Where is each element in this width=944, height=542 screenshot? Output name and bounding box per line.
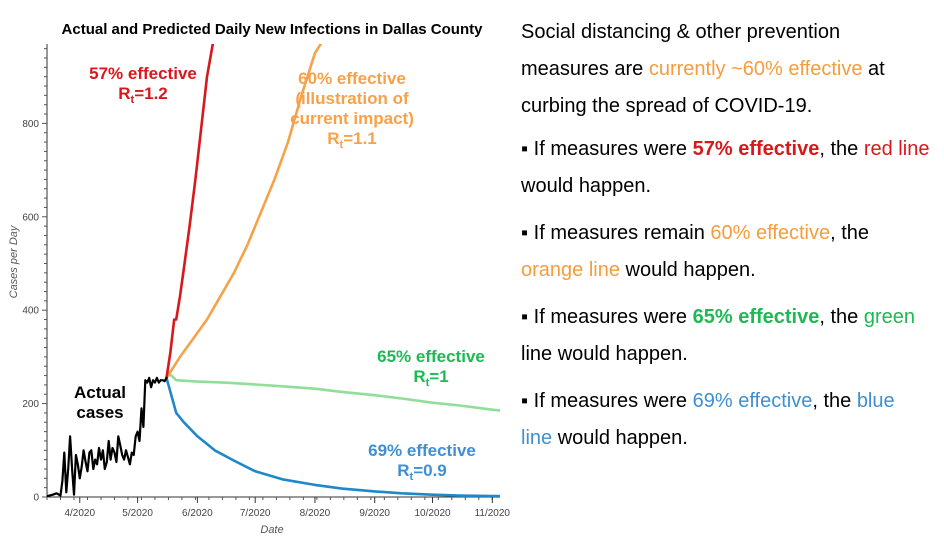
annotation-rt: Rt=1.2 bbox=[118, 84, 168, 106]
bullet-line: blue line bbox=[521, 390, 895, 449]
annotation-text: cases bbox=[76, 403, 123, 422]
rt-symbol: R bbox=[397, 461, 409, 480]
rt-subscript: t bbox=[340, 139, 344, 151]
y-axis-label: Cases per Day bbox=[8, 224, 20, 298]
bullet-post: would happen. bbox=[521, 175, 652, 197]
bullet-post: line would happen. bbox=[521, 343, 688, 365]
bullet-pct: 65% effective bbox=[692, 306, 820, 328]
bullet-pct: 69% effective bbox=[692, 390, 813, 412]
x-tick-label: 7/2020 bbox=[240, 508, 271, 519]
x-axis-label: Date bbox=[260, 524, 283, 536]
explanation-panel: Social distancing & other prevention mea… bbox=[521, 14, 931, 467]
bullet-mid: , the bbox=[819, 306, 864, 328]
x-tick-label: 11/2020 bbox=[475, 508, 510, 519]
annotation-rt: Rt=0.9 bbox=[397, 461, 447, 483]
bullet-pct: 60% effective bbox=[710, 222, 831, 244]
bullet-orange: ▪ If measures remain 60% effective, the … bbox=[521, 215, 931, 289]
annotation-text: (illustration of bbox=[295, 89, 409, 108]
y-tick-label: 800 bbox=[22, 119, 39, 130]
bullet-post: would happen. bbox=[619, 259, 756, 281]
bullet-mid: , the bbox=[830, 222, 870, 244]
bullet-post: would happen. bbox=[552, 427, 688, 449]
annotation-text: current impact) bbox=[290, 109, 414, 128]
bullet-pre: If measures were bbox=[533, 138, 693, 160]
bullet-square-icon: ▪ bbox=[521, 390, 529, 412]
bullet-line: orange line bbox=[521, 259, 620, 281]
x-tick-label: 9/2020 bbox=[359, 508, 390, 519]
y-tick-label: 200 bbox=[22, 399, 39, 410]
y-tick-label: 400 bbox=[22, 306, 39, 317]
bullet-square-icon: ▪ bbox=[521, 222, 529, 244]
series-line-actual bbox=[47, 376, 168, 497]
rt-subscript: t bbox=[131, 94, 135, 106]
intro-text-1: Social distancing & other prevention mea… bbox=[521, 21, 841, 80]
rt-value: =1 bbox=[429, 367, 448, 386]
bullet-pre: If measures were bbox=[533, 306, 693, 328]
annotation-text: 57% effective bbox=[89, 64, 197, 83]
bullet-mid: , the bbox=[812, 390, 857, 412]
intro-text-2: at curbing the spread of COVID-19. bbox=[521, 58, 885, 117]
rt-symbol: R bbox=[413, 367, 425, 386]
rt-symbol: R bbox=[327, 129, 339, 148]
annotation-rt: Rt=1.1 bbox=[327, 129, 377, 151]
bullet-mid: , the bbox=[819, 138, 864, 160]
x-tick-label: 8/2020 bbox=[300, 508, 331, 519]
annotation-text: Actual bbox=[74, 383, 126, 402]
rt-subscript: t bbox=[426, 377, 430, 389]
chart-title: Actual and Predicted Daily New Infection… bbox=[62, 21, 484, 38]
series-line-r11 bbox=[165, 44, 323, 380]
intro-highlight: currently ~60% effective bbox=[648, 58, 863, 80]
bullet-line: red line bbox=[863, 138, 930, 160]
rt-value: =1.1 bbox=[343, 129, 377, 148]
bullet-square-icon: ▪ bbox=[521, 138, 529, 160]
rt-subscript: t bbox=[410, 471, 414, 483]
bullet-line: green bbox=[863, 306, 915, 328]
series-line-r10 bbox=[165, 373, 500, 412]
rt-value: =1.2 bbox=[134, 84, 168, 103]
x-tick-label: 10/2020 bbox=[414, 508, 451, 519]
chart-axes: 0 200 400 600 800 4/2020 5/2020 6/2020 7/2020 8/2… bbox=[22, 44, 510, 519]
bullet-square-icon: ▪ bbox=[521, 306, 529, 328]
rt-value: =0.9 bbox=[413, 461, 447, 480]
chart-series bbox=[47, 44, 500, 497]
x-tick-label: 4/2020 bbox=[64, 508, 95, 519]
x-tick-label: 6/2020 bbox=[182, 508, 213, 519]
bullet-green: ▪ If measures were 65% effective, the gr… bbox=[521, 299, 931, 373]
annotation-text: 60% effective bbox=[298, 69, 406, 88]
bullet-pre: If measures were bbox=[533, 390, 693, 412]
annotation-text: 65% effective bbox=[377, 347, 485, 366]
bullet-pre: If measures remain bbox=[533, 222, 711, 244]
annotation-text: 69% effective bbox=[368, 441, 476, 460]
y-tick-label: 600 bbox=[22, 212, 39, 223]
infections-chart: Actual and Predicted Daily New Infection… bbox=[8, 21, 510, 536]
series-line-r09 bbox=[165, 376, 500, 497]
x-tick-label: 5/2020 bbox=[122, 508, 153, 519]
bullet-pct: 57% effective bbox=[692, 138, 820, 160]
series-line-r12 bbox=[165, 44, 215, 380]
rt-symbol: R bbox=[118, 84, 130, 103]
bullet-blue: ▪ If measures were 69% effective, the bl… bbox=[521, 383, 931, 457]
annotation-rt: Rt=1 bbox=[413, 367, 448, 389]
intro-paragraph: Social distancing & other prevention mea… bbox=[521, 14, 931, 125]
bullet-red: ▪ If measures were 57% effective, the re… bbox=[521, 131, 931, 205]
y-tick-label: 0 bbox=[33, 493, 39, 504]
